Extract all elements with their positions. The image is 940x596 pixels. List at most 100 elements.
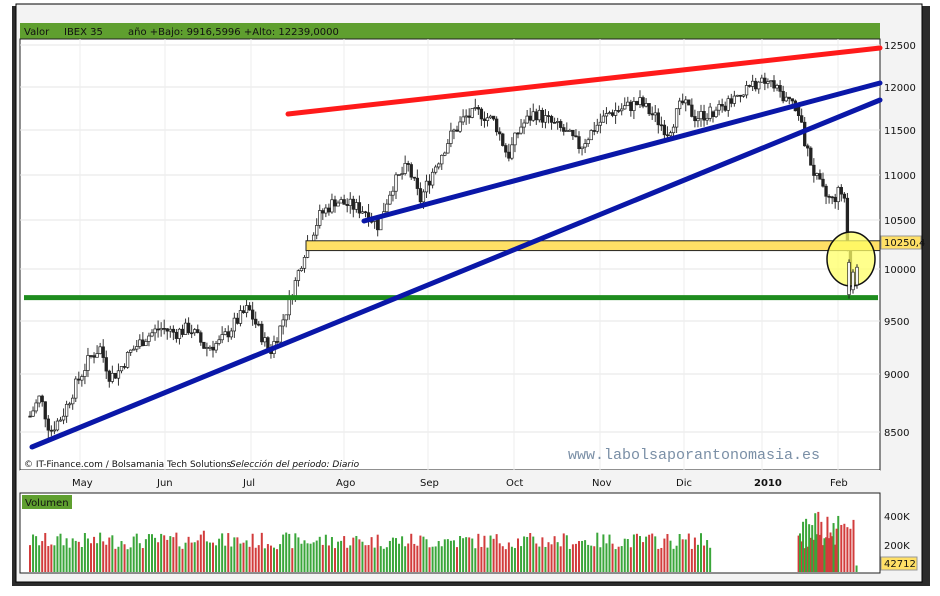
volume-bar [96,543,99,572]
candle-body [177,328,182,339]
candle-body [296,270,301,281]
volume-bar [468,537,471,572]
volume-bar [855,565,858,572]
candle-body [238,310,243,324]
volume-bar [687,533,690,572]
candle-body [193,329,197,334]
volume-bar [678,534,681,572]
candle-body [46,418,50,431]
volume-bar [825,537,828,572]
candle-body [528,115,532,121]
volume-bar [700,533,702,572]
volume-bar [404,546,407,572]
candle-body [470,108,474,118]
candle-body [583,143,587,148]
volume-bar [111,535,114,572]
volume-bar [562,533,565,572]
candle-body [315,225,319,236]
volume-bar [187,536,190,572]
volume-bar [327,545,330,572]
candle-body [729,98,733,104]
volume-bar [303,540,306,572]
candle-body [522,122,526,128]
candle-body [741,94,746,97]
candle-body [400,173,404,175]
volume-bar [163,535,166,572]
volume-bar [80,546,83,572]
volume-bar [208,542,211,572]
volume-bar [440,546,443,572]
candle-body [321,210,325,214]
volume-bar [675,545,678,572]
volume-bar [799,533,801,572]
candle-body [71,397,75,405]
candle-body [211,346,215,351]
candle-body [629,101,633,111]
volume-bar [358,539,361,572]
volume-bar [620,546,623,572]
candle-body [235,317,240,324]
price-tick-label: 10000 [884,265,916,276]
candle-body [754,80,758,90]
candle-body [452,129,456,132]
volume-bar [614,549,617,572]
volume-bar [480,546,483,572]
candle-body [52,429,57,432]
volume-bar [632,534,635,572]
candle-body [595,124,599,132]
candle-body [778,85,782,92]
volume-bar [108,537,111,572]
candle-body [226,331,230,338]
candle-body [406,163,410,165]
volume-bar [74,540,77,572]
volume-bar [382,548,385,572]
volume-bar [693,537,696,572]
volume-bar [483,535,486,572]
volume-bar [263,548,266,572]
volume-bar [166,539,169,572]
volume-bar [629,547,632,572]
volume-bar [803,548,806,572]
candle-body [101,346,105,358]
volume-bar [215,545,218,572]
last-price-label: 10250,4 [884,238,925,249]
volume-bar [361,541,364,572]
candle-body [461,116,465,123]
candle-body [632,101,636,111]
volume-bar [379,546,382,572]
volume-bar [831,536,834,572]
volume-bar [822,545,824,572]
candle-body [348,198,352,206]
candle-body [251,309,255,320]
candle-body [467,115,471,118]
volume-bar [428,547,431,572]
volume-bar [556,542,559,572]
candle-body [607,112,612,115]
volume-bar [221,533,224,572]
candle-body [491,115,496,120]
candle-body [744,85,749,96]
volume-bar [41,541,44,572]
candle-body [735,94,740,97]
candle-body [89,355,93,357]
candle-body [559,121,563,128]
volume-bar [35,536,38,572]
candle-body [821,178,825,187]
volume-bar [99,532,102,572]
volume-bar [492,538,495,572]
candle-body [415,177,419,189]
volume-bar [388,540,391,572]
candle-body [49,429,53,432]
candle-body [809,147,813,166]
volume-bar [151,534,153,572]
volume-bar [157,542,160,572]
volume-bar [184,542,187,572]
volume-bar [90,543,92,572]
header-period-summary: año +Bajo: 9916,5996 +Alto: 12239,0000 [128,27,339,38]
volume-bar [820,521,823,572]
candle-body [34,402,38,412]
volume-bar [805,518,808,572]
candle-body [601,115,606,123]
volume-bar [288,533,291,572]
candle-body [684,99,688,104]
